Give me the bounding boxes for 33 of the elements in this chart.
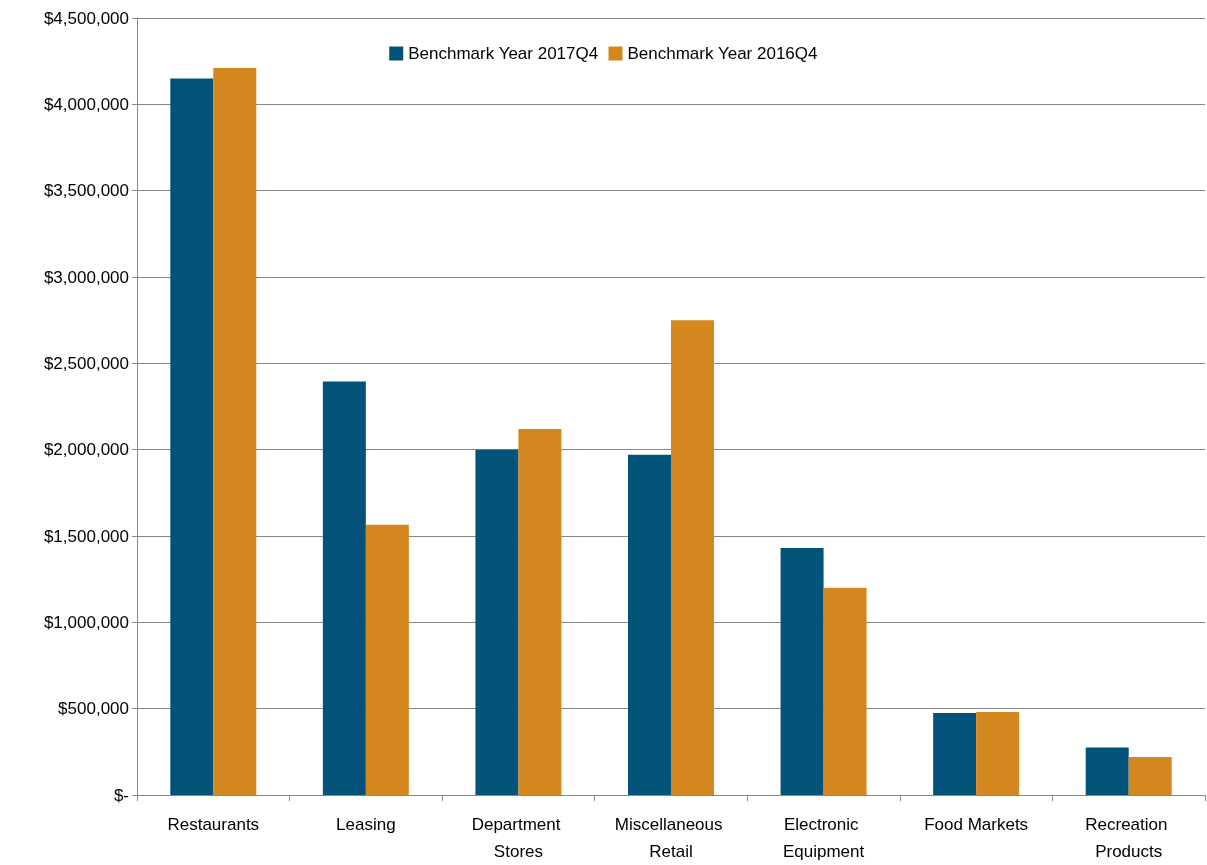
legend-label: Benchmark Year 2017Q4 (408, 44, 599, 63)
bar (823, 587, 867, 795)
x-tick-label: Leasing (336, 815, 396, 834)
y-tick-label: $3,000,000 (43, 267, 129, 287)
bar (213, 68, 257, 795)
bar (976, 712, 1020, 795)
y-tick-label: $1,500,000 (43, 526, 129, 546)
bar (628, 454, 671, 795)
bar (671, 320, 714, 795)
bar (322, 381, 366, 795)
bar (170, 78, 214, 795)
legend-label: Benchmark Year 2016Q4 (627, 44, 818, 63)
y-tick-label: $2,500,000 (43, 353, 129, 373)
x-tick-label: Electronic Equipment (782, 815, 865, 861)
x-tick-label: Restaurants (167, 815, 260, 834)
y-tick-label: $3,500,000 (43, 181, 129, 201)
x-tick-label: Food Markets (924, 815, 1029, 834)
bar (780, 548, 824, 795)
x-tick-label: Department Stores (471, 815, 566, 861)
x-tick-label: Recreation Products (1085, 815, 1173, 861)
bar (1085, 747, 1129, 795)
x-tick-label: Miscellaneous Retail (614, 815, 728, 861)
bar (518, 428, 562, 795)
bar (475, 449, 519, 795)
y-tick-label: $4,000,000 (43, 94, 129, 114)
y-tick-label: $4,500,000 (43, 8, 129, 28)
bar (933, 712, 977, 795)
bar (1128, 757, 1172, 795)
y-tick-label: $1,000,000 (43, 612, 129, 632)
y-tick-label: $500,000 (58, 699, 129, 719)
y-tick-label: $- (113, 785, 129, 805)
bar (365, 524, 409, 795)
y-tick-label: $2,000,000 (43, 440, 129, 460)
